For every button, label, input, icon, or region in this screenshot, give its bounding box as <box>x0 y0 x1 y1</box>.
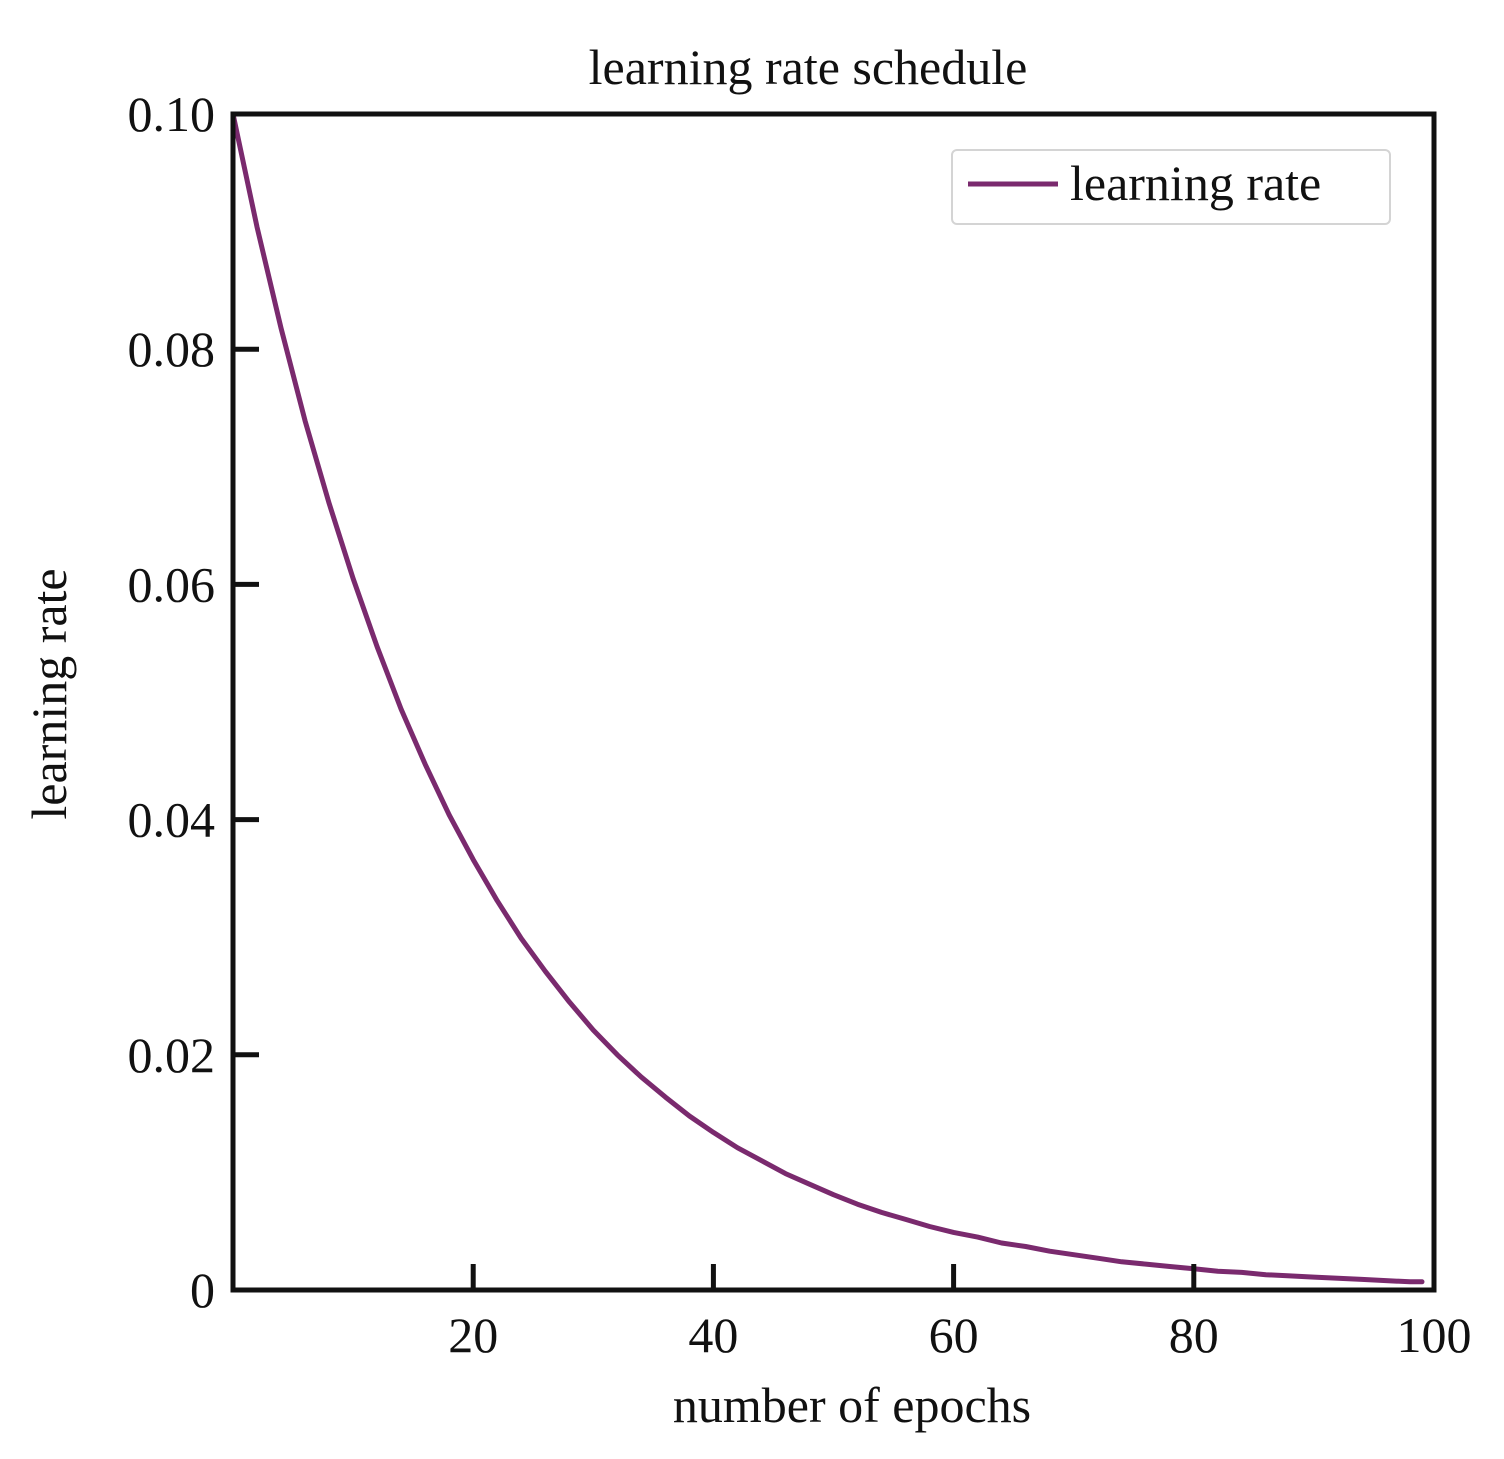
y-tick-label: 0.10 <box>128 86 216 142</box>
x-tick-label: 20 <box>448 1307 498 1363</box>
plot-frame <box>230 111 1437 1293</box>
y-axis-title: learning rate <box>21 568 77 819</box>
x-tick-label: 40 <box>688 1307 738 1363</box>
plot-area <box>230 111 1425 1285</box>
y-tick-label: 0.02 <box>128 1027 216 1083</box>
y-tick-label: 0.04 <box>128 792 216 848</box>
legend: learning rate <box>951 149 1391 225</box>
legend-box <box>951 149 1391 225</box>
y-tick-label: 0 <box>190 1262 215 1318</box>
legend-label: learning rate <box>1070 155 1321 211</box>
y-tick-label: 0.06 <box>128 556 216 612</box>
series-line <box>230 111 1425 1285</box>
y-axis-ticks: 0 0.02 0.04 0.06 0.08 0.10 <box>128 86 259 1318</box>
x-tick-label: 100 <box>1397 1307 1472 1363</box>
y-tick-label: 0.08 <box>128 321 216 377</box>
x-axis-title: number of epochs <box>673 1377 1031 1433</box>
chart-title: learning rate schedule <box>589 39 1028 95</box>
x-tick-label: 60 <box>929 1307 979 1363</box>
x-tick-label: 80 <box>1169 1307 1219 1363</box>
x-axis-ticks: 20 40 60 80 100 <box>448 1264 1472 1363</box>
